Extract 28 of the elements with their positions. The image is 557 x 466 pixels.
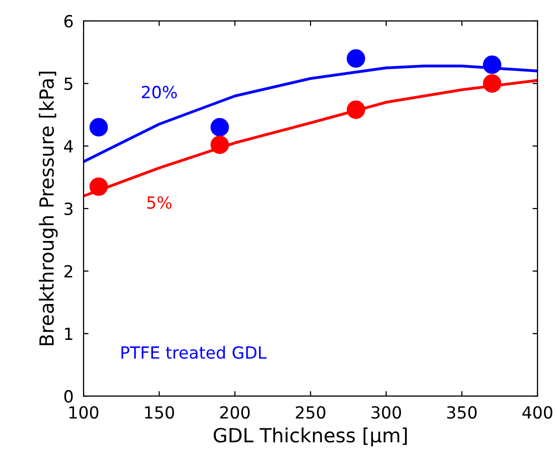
x-tick-label: 150: [145, 406, 174, 419]
x-tick-label: 300: [372, 406, 401, 419]
series-label: 20%: [142, 86, 177, 98]
y-tick-label: 0: [64, 390, 73, 403]
point: [346, 100, 366, 119]
y-tick-label: 2: [64, 265, 72, 278]
point: [210, 118, 229, 136]
x-tick-label: 350: [447, 406, 477, 419]
x-tick-label: 100: [69, 406, 98, 419]
line-series: [84, 78, 538, 198]
y-tick-label: 5: [64, 78, 72, 90]
x-tick-label: 200: [220, 406, 250, 419]
point: [482, 56, 502, 74]
point: [346, 49, 366, 68]
point: [89, 118, 108, 136]
point: [89, 177, 108, 196]
y-tick-label: 6: [64, 14, 73, 28]
annotation: PTFE treated GDL: [122, 346, 267, 359]
x-tick-label: 250: [296, 406, 326, 419]
series-label: 5%: [147, 196, 172, 209]
y-axis-title: Breakthrough Pressure [kPa]: [38, 72, 58, 346]
point: [210, 136, 229, 154]
x-tick-label: 400: [522, 406, 552, 419]
y-tick-label: 1: [65, 328, 72, 340]
point: [482, 74, 502, 93]
y-tick-label: 3: [64, 202, 72, 216]
y-tick-label: 4: [64, 140, 73, 152]
x-axis-title: GDL Thickness [µm]: [214, 428, 407, 446]
